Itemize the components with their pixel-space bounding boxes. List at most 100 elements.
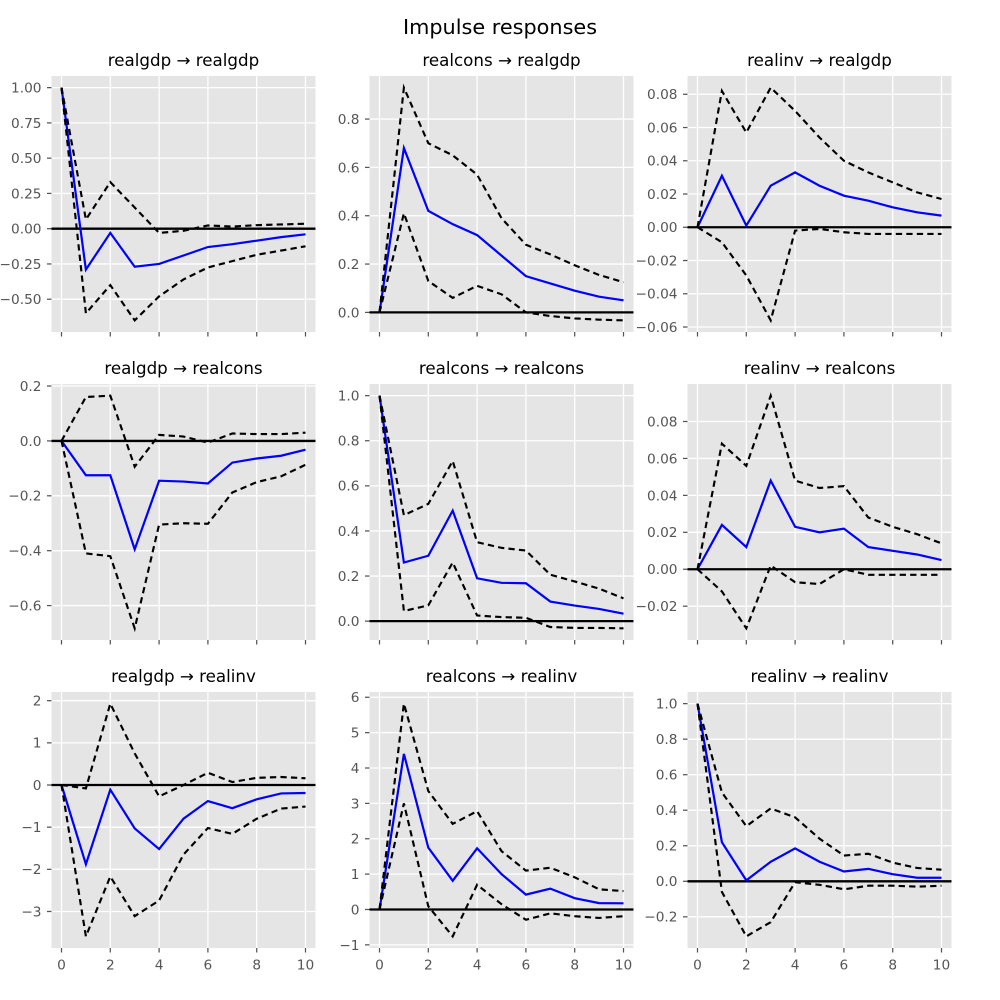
x-tick-labels: 0 2 4 6 8 10 [375, 958, 632, 974]
svg-text:8: 8 [252, 958, 261, 974]
subplot-title-realcons-realcons: realcons → realcons [418, 358, 585, 378]
axes-realinv-realcons: 0.08 0.06 0.04 0.02 0.00 −0.02 [636, 384, 952, 645]
svg-text:8: 8 [888, 958, 897, 974]
series-upper [696, 392, 942, 570]
y-tick-labels: 0.8 0.6 0.4 0.2 0.0 [338, 112, 360, 321]
svg-text:0.6: 0.6 [338, 160, 360, 176]
svg-text:6: 6 [351, 690, 360, 706]
svg-text:1.0: 1.0 [656, 697, 678, 713]
svg-text:−0.50: −0.50 [0, 292, 42, 308]
svg-text:0.8: 0.8 [338, 434, 360, 450]
svg-text:0.04: 0.04 [647, 154, 677, 170]
y-tick-labels: 0.08 0.06 0.04 0.02 0.00 −0.02 [636, 414, 678, 615]
series-upper [378, 83, 624, 313]
svg-text:−0.2: −0.2 [644, 910, 677, 926]
svg-text:0.6: 0.6 [656, 768, 678, 784]
series-lower [60, 784, 306, 941]
x-tick-labels: 0 2 4 6 8 10 [693, 958, 950, 974]
axes-background [687, 384, 952, 640]
series-irf [378, 143, 624, 313]
svg-text:−0.2: −0.2 [8, 489, 41, 505]
series-irf [696, 477, 942, 570]
svg-text:0.6: 0.6 [338, 479, 360, 495]
tick-marks [47, 385, 307, 645]
svg-text:−0.04: −0.04 [636, 287, 678, 303]
svg-text:−1: −1 [21, 820, 41, 836]
svg-text:0.25: 0.25 [11, 186, 41, 202]
y-tick-labels: 1.0 0.8 0.6 0.4 0.2 0.0 [338, 389, 360, 631]
axes-background [51, 76, 316, 332]
series-irf [60, 87, 306, 273]
svg-text:1: 1 [351, 867, 360, 883]
series-irf [378, 753, 624, 910]
tick-marks [683, 703, 943, 953]
svg-text:−0.25: −0.25 [0, 257, 42, 273]
svg-text:10: 10 [297, 958, 314, 974]
svg-text:0.8: 0.8 [656, 732, 678, 748]
subplot-title-realcons-realinv: realcons → realinv [425, 666, 578, 686]
svg-text:2: 2 [742, 958, 751, 974]
series-lower [696, 226, 942, 324]
svg-text:0.06: 0.06 [647, 451, 677, 467]
y-tick-labels: 0.2 0.0 −0.2 −0.4 −0.6 [8, 379, 41, 615]
figure-title: Impulse responses [402, 15, 598, 39]
svg-text:0.02: 0.02 [647, 187, 677, 203]
axes-background [687, 76, 952, 332]
svg-text:0.8: 0.8 [338, 112, 360, 128]
series-upper [696, 703, 942, 871]
tick-marks [365, 118, 625, 337]
tick-marks [365, 395, 625, 645]
svg-text:0.08: 0.08 [647, 414, 677, 430]
svg-text:−1: −1 [339, 938, 359, 954]
x-tick-labels: 0 2 4 6 8 10 [57, 958, 314, 974]
svg-text:0.02: 0.02 [647, 525, 677, 541]
axes-realgdp-realinv: 210−1−2−30 2 4 6 8 10 [21, 692, 316, 974]
svg-text:0.00: 0.00 [11, 222, 41, 238]
svg-text:0.2: 0.2 [338, 257, 360, 273]
svg-text:0: 0 [693, 958, 702, 974]
subplot-title-realgdp-realcons: realgdp → realcons [104, 358, 263, 378]
tick-marks [683, 93, 943, 337]
svg-text:0.00: 0.00 [647, 220, 677, 236]
svg-text:1.00: 1.00 [11, 81, 41, 97]
svg-text:0.50: 0.50 [11, 151, 41, 167]
svg-text:−0.02: −0.02 [636, 253, 678, 269]
svg-text:0.04: 0.04 [647, 488, 677, 504]
y-tick-labels: 0.08 0.06 0.04 0.02 0.00 −0.02 −0.04 −0.06 [636, 87, 678, 336]
tick-marks [365, 696, 625, 953]
grid [51, 384, 316, 640]
axes-realinv-realinv: 1.0 0.8 0.6 0.4 0.2 0.0 −0.2 0 2 4 6 8 10 [644, 692, 952, 974]
axes-background [51, 384, 316, 640]
series-upper [378, 703, 624, 910]
axes-realcons-realgdp: 0.8 0.6 0.4 0.2 0.0 [338, 76, 634, 337]
svg-text:6: 6 [840, 958, 849, 974]
y-tick-labels: 6 5 4 3 2 1 0 −1 [339, 690, 359, 954]
series-lower [378, 209, 624, 322]
series-irf [696, 703, 942, 883]
svg-text:0.00: 0.00 [647, 562, 677, 578]
svg-text:0.75: 0.75 [11, 116, 41, 132]
svg-text:0.0: 0.0 [338, 614, 360, 630]
subplot-title-realinv-realcons: realinv → realcons [743, 358, 896, 378]
svg-text:−0.4: −0.4 [8, 544, 41, 560]
tick-marks [47, 87, 307, 337]
svg-text:0.06: 0.06 [647, 120, 677, 136]
axes-background [369, 384, 634, 640]
svg-text:0.4: 0.4 [656, 803, 678, 819]
axes-realgdp-realcons: 0.2 0.0 −0.2 −0.4 −0.6 [8, 379, 316, 645]
series-lower [696, 703, 942, 938]
series-upper [378, 395, 624, 600]
svg-text:−0.06: −0.06 [636, 320, 678, 336]
svg-text:0.0: 0.0 [20, 434, 42, 450]
axes-background [687, 692, 952, 948]
svg-text:2: 2 [424, 958, 433, 974]
svg-text:0.2: 0.2 [656, 839, 678, 855]
series-irf [60, 440, 306, 553]
svg-text:8: 8 [570, 958, 579, 974]
svg-text:0.0: 0.0 [656, 874, 678, 890]
axes-realcons-realcons: 1.0 0.8 0.6 0.4 0.2 0.0 [338, 384, 634, 645]
svg-text:−2: −2 [21, 862, 41, 878]
svg-text:5: 5 [351, 726, 360, 742]
svg-text:4: 4 [791, 958, 800, 974]
